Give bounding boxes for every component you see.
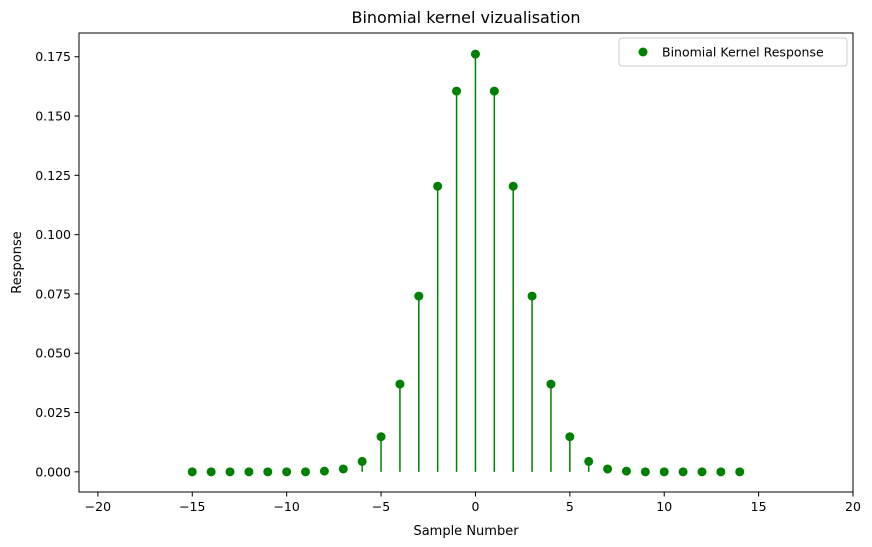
x-tick-label: −20 (85, 499, 111, 514)
stem-marker--11 (263, 467, 273, 477)
stem-marker--7 (338, 464, 348, 474)
stem-marker-13 (716, 467, 726, 477)
y-tick-label: 0.125 (35, 168, 71, 183)
chart-title: Binomial kernel vizualisation (351, 8, 580, 27)
stem-marker-3 (527, 291, 537, 301)
stem-marker--13 (225, 467, 235, 477)
legend-marker (638, 47, 648, 57)
y-tick-label: 0.075 (35, 286, 71, 301)
x-axis-label: Sample Number (413, 524, 519, 539)
stem-marker--8 (319, 466, 329, 476)
legend-box (618, 37, 848, 67)
stem-marker-4 (546, 379, 556, 389)
stem-marker-2 (508, 181, 518, 191)
stem-marker-10 (659, 467, 669, 477)
stem-marker-8 (621, 466, 631, 476)
y-tick-label: 0.175 (35, 49, 71, 64)
y-tick-label: 0.000 (35, 464, 71, 479)
legend-entry-label: Binomial Kernel Response (662, 45, 824, 60)
x-tick-label: −5 (372, 499, 390, 514)
stem-marker--3 (414, 291, 424, 301)
stem-marker--10 (282, 467, 292, 477)
stem-marker-0 (470, 49, 480, 59)
x-tick-label: −15 (179, 499, 205, 514)
y-axis-ticks: 0.000 0.025 0.050 0.075 0.100 0.125 0.150 0.175 (35, 49, 79, 479)
stem-markers (187, 49, 745, 477)
y-tick-label: 0.050 (35, 346, 71, 361)
legend: Binomial Kernel Response (618, 37, 848, 67)
stem-marker-12 (697, 467, 707, 477)
x-tick-label: −10 (273, 499, 299, 514)
stem-marker--2 (433, 181, 443, 191)
stem-marker--1 (452, 86, 462, 96)
stem-marker--5 (376, 432, 386, 442)
stem-marker--9 (301, 467, 311, 477)
stem-marker-7 (603, 464, 613, 474)
x-axis-ticks: −20 −15 −10 −5 0 5 10 15 20 (85, 492, 861, 514)
y-tick-label: 0.025 (35, 405, 71, 420)
x-tick-label: 20 (845, 499, 861, 514)
stem-marker-5 (565, 432, 575, 442)
x-tick-label: 0 (471, 499, 479, 514)
stem-marker-1 (489, 86, 499, 96)
stem-marker-14 (735, 467, 745, 477)
y-tick-label: 0.150 (35, 109, 71, 124)
stem-marker--6 (357, 456, 367, 466)
stem-marker--14 (206, 467, 216, 477)
stem-marker-6 (584, 456, 594, 466)
stem-marker-11 (678, 467, 688, 477)
x-tick-label: 5 (566, 499, 574, 514)
x-tick-label: 15 (751, 499, 767, 514)
stem-lines (323, 54, 628, 472)
y-tick-label: 0.100 (35, 227, 71, 242)
stem-marker-9 (640, 467, 650, 477)
plot-frame (78, 32, 854, 493)
y-axis-label: Response (10, 231, 25, 293)
stem-marker--4 (395, 379, 405, 389)
x-tick-label: 10 (656, 499, 672, 514)
stem-marker--15 (187, 467, 197, 477)
stem-marker--12 (244, 467, 254, 477)
